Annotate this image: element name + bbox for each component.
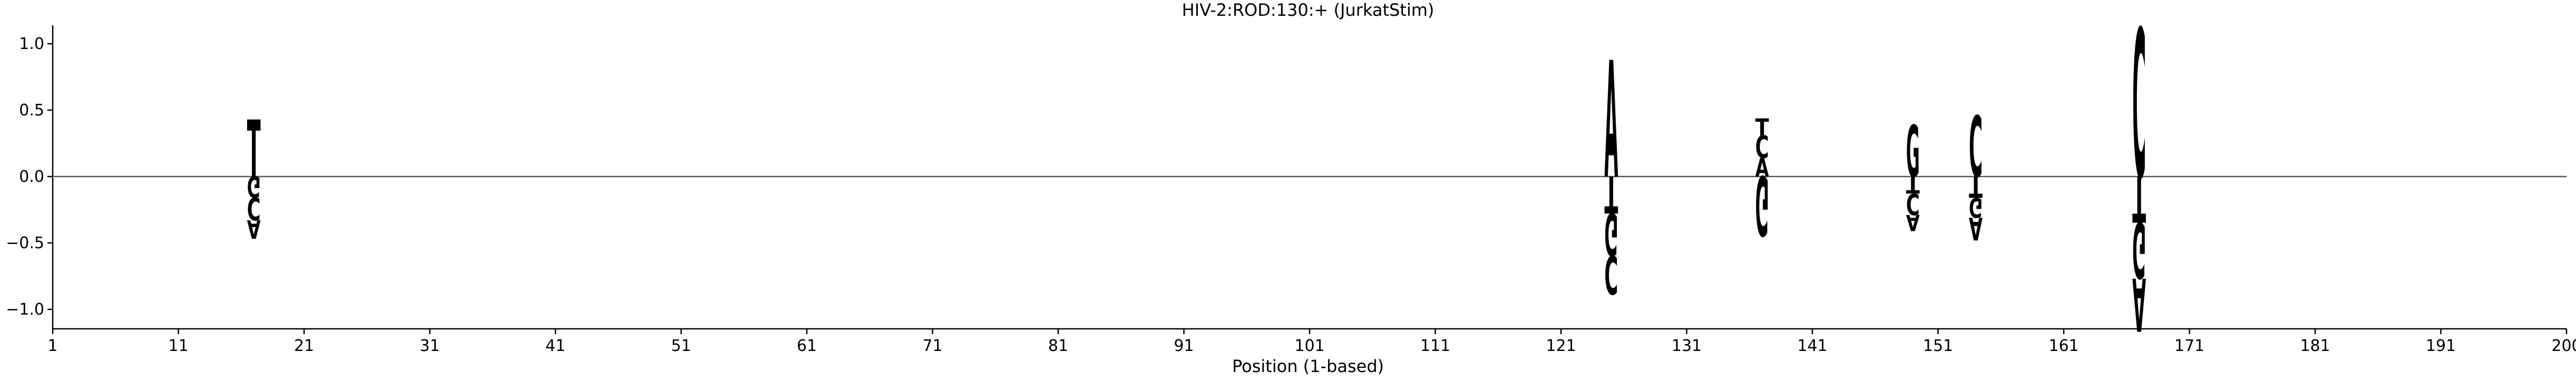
chart-title: HIV-2:ROD:130:+ (JurkatStim) — [1182, 0, 1435, 20]
logo-letter-g: G — [247, 170, 261, 204]
logo-letter-glyph: C — [247, 190, 261, 226]
logo-letter-glyph: A — [1969, 210, 1983, 246]
x-tick-label: 1 — [47, 337, 57, 355]
x-tick-label: 51 — [671, 337, 691, 355]
logo-letter-glyph: A — [2132, 261, 2146, 346]
x-tick-label: 41 — [545, 337, 565, 355]
logo-letter-glyph: A — [1755, 153, 1769, 183]
x-tick-label: 181 — [2300, 337, 2330, 355]
x-tick-label: 161 — [2048, 337, 2079, 355]
logo-letter-c: C — [1906, 187, 1920, 221]
x-tick-label: 131 — [1672, 337, 1702, 355]
logo-letter-t: T — [1755, 113, 1770, 141]
logo-letter-glyph: G — [2132, 205, 2146, 294]
logo-letter-g: G — [1755, 157, 1769, 252]
logo-letter-c: C — [247, 190, 261, 226]
y-tick-label: 1.0 — [19, 35, 44, 53]
logo-letter-a: A — [1969, 210, 1983, 246]
x-tick-label: 191 — [2426, 337, 2456, 355]
logo-letter-t: T — [2132, 161, 2146, 235]
logo-letter-a: A — [1604, 27, 1618, 214]
logo-letter-a: A — [1906, 210, 1920, 235]
logo-letter-glyph: T — [1755, 113, 1770, 141]
logo-letter-glyph: T — [1604, 164, 1618, 223]
x-axis-label: Position (1-based) — [1232, 356, 1384, 376]
logo-letter-c: C — [1755, 130, 1769, 165]
x-tick-label: 200 — [2551, 337, 2576, 355]
logo-letter-glyph: G — [1906, 111, 1920, 194]
logo-letter-glyph: C — [2132, 0, 2146, 225]
logo-letter-glyph: C — [1969, 100, 1983, 197]
logo-letter-glyph: T — [2132, 161, 2146, 235]
logo-letter-glyph: G — [1604, 199, 1618, 267]
x-tick-label: 21 — [294, 337, 314, 355]
x-tick-label: 151 — [1923, 337, 1953, 355]
x-tick-label: 71 — [922, 337, 942, 355]
x-tick-label: 81 — [1048, 337, 1068, 355]
logo-letter-glyph: C — [1906, 187, 1920, 221]
logo-letter-g: G — [1604, 199, 1618, 267]
y-tick-label: 0.5 — [19, 101, 44, 120]
logo-letter-a: A — [1755, 153, 1769, 183]
logo-letter-t: T — [1969, 169, 1983, 203]
logo-letter-glyph: T — [1906, 171, 1920, 199]
logo-letter-c: C — [2132, 0, 2146, 225]
logo-letter-t: T — [247, 104, 261, 196]
x-tick-label: 91 — [1174, 337, 1194, 355]
logo-letter-glyph: T — [247, 104, 261, 196]
logo-letter-t: T — [1604, 164, 1618, 223]
logo-letter-g: G — [1906, 111, 1920, 194]
logo-letter-glyph: A — [1604, 27, 1618, 214]
logo-letter-g: G — [2132, 205, 2146, 294]
logo-letter-c: C — [1604, 243, 1618, 305]
axes: −1.0−0.50.00.51.01 11 21 31 41 51 61 71 81 91 101 1… — [6, 25, 2576, 355]
logo-letter-glyph: G — [247, 170, 261, 204]
logo-letter-glyph: G — [1755, 157, 1769, 252]
logo-letter-glyph: C — [1604, 243, 1618, 305]
x-tick-label: 141 — [1797, 337, 1827, 355]
x-tick-label: 121 — [1546, 337, 1576, 355]
x-tick-label: 101 — [1294, 337, 1324, 355]
y-tick-label: −0.5 — [6, 234, 44, 252]
logo-letter-a: A — [2132, 261, 2146, 346]
logo-letter-glyph: T — [1969, 169, 1983, 203]
x-tick-label: 11 — [168, 337, 188, 355]
logo-letter-glyph: A — [1906, 210, 1920, 235]
logo-letter-glyph: C — [1755, 130, 1769, 165]
logo-letter-glyph: G — [1969, 191, 1983, 222]
x-tick-label: 171 — [2174, 337, 2204, 355]
x-tick-label: 61 — [797, 337, 817, 355]
logo-letter-a: A — [247, 214, 261, 245]
y-tick-label: 0.0 — [19, 168, 44, 186]
logo-letter-g: G — [1969, 191, 1983, 222]
y-tick-label: −1.0 — [6, 300, 44, 319]
x-tick-label: 31 — [419, 337, 440, 355]
logo-letter-c: C — [1969, 100, 1983, 197]
logo-letter-t: T — [1906, 171, 1920, 199]
x-tick-label: 111 — [1420, 337, 1450, 355]
logo-letter-glyph: A — [247, 214, 261, 245]
